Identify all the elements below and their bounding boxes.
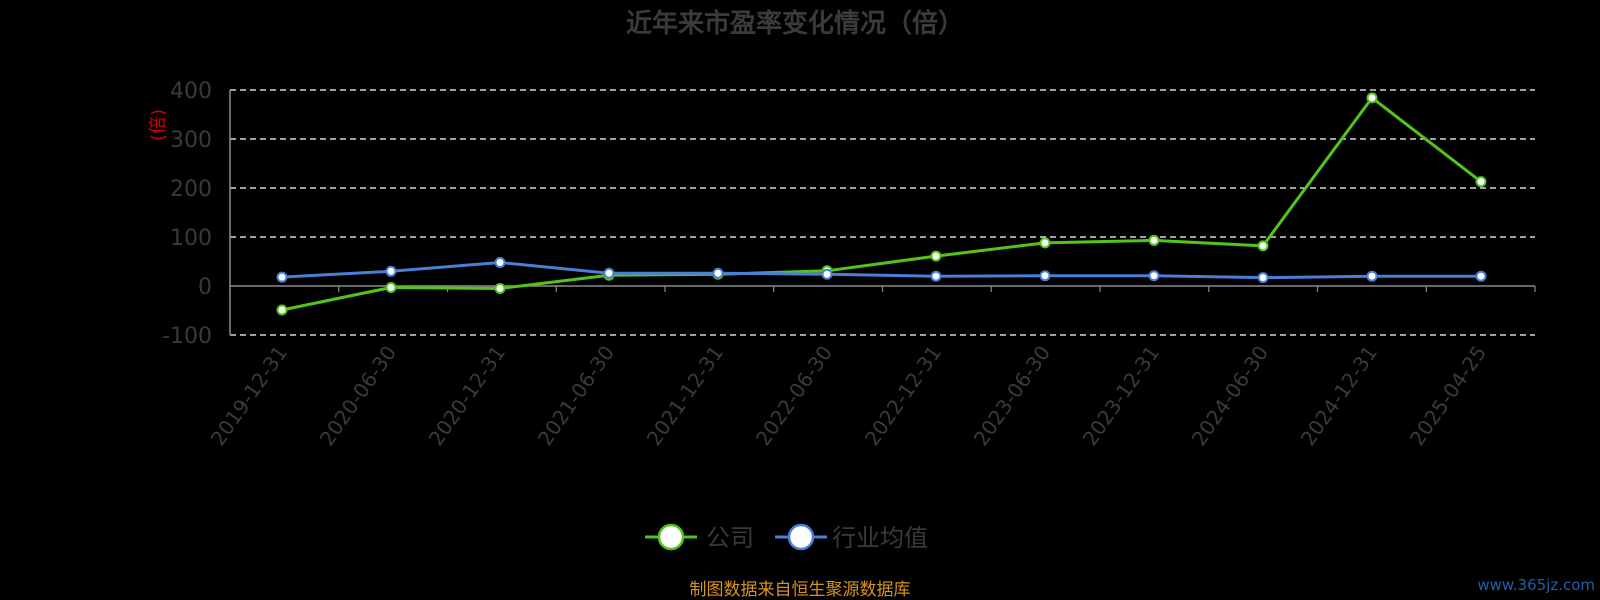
series-layer [276, 92, 1487, 316]
series-2-point [1148, 270, 1160, 282]
series-2-point [1366, 270, 1378, 282]
series-line-1 [281, 96, 1482, 312]
series-2-point [1257, 272, 1269, 284]
x-tick-label: 2022-12-31 [860, 341, 946, 450]
legend: 公司 行业均值 [645, 523, 928, 552]
y-tick-label: -100 [162, 324, 212, 349]
y-tick-label: 300 [170, 128, 212, 153]
x-tick-label: 2021-12-31 [642, 341, 728, 450]
series-1-point [385, 281, 397, 293]
series-1-point [494, 282, 506, 294]
series-2-point [930, 270, 942, 282]
series-2-point [494, 256, 506, 268]
series-2-point [1475, 270, 1487, 282]
series-line-2 [281, 260, 1481, 280]
legend-marker-1 [657, 523, 685, 551]
legend-marker-2 [787, 523, 815, 551]
series-2-point [1039, 270, 1051, 282]
x-tick-label: 2024-06-30 [1187, 341, 1273, 450]
series-1-point [1366, 92, 1378, 104]
x-tick-label: 2019-12-31 [206, 341, 292, 450]
series-1-point [1257, 240, 1269, 252]
series-2-point [712, 267, 724, 279]
x-tick-label: 2023-12-31 [1078, 341, 1164, 450]
x-tick-label: 2023-06-30 [969, 341, 1055, 450]
series-1-point [930, 250, 942, 262]
x-tick-label: 2025-04-25 [1405, 341, 1491, 450]
x-tick-label: 2022-06-30 [751, 341, 837, 450]
y-tick-label: 400 [170, 79, 212, 104]
x-tick-label: 2020-12-31 [424, 341, 510, 450]
series-1-point [1039, 237, 1051, 249]
series-2-point [385, 265, 397, 277]
y-tick-label: 200 [170, 177, 212, 202]
series-1-point [276, 304, 288, 316]
y-tick-label: 100 [170, 226, 212, 251]
legend-label-1: 公司 [706, 524, 754, 552]
series-2-point [603, 267, 615, 279]
axis-layer: -100 0 100 200 300 400 2019-12-31 2020-06-30 202… [162, 79, 1536, 450]
x-tick-label: 2020-06-30 [315, 341, 401, 450]
legend-label-2: 行业均值 [832, 524, 928, 552]
grid-layer [230, 89, 1535, 336]
watermark: www.365jz.com [1477, 576, 1595, 594]
source-note: 制图数据来自恒生聚源数据库 [690, 580, 911, 600]
series-2-point [821, 268, 833, 280]
series-1-point [1475, 176, 1487, 188]
chart-title: 近年来市盈率变化情况（倍） [626, 8, 964, 39]
y-axis-unit-label: (倍) [148, 109, 169, 141]
series-2-point [276, 271, 288, 283]
x-tick-label: 2024-12-31 [1296, 341, 1382, 450]
y-tick-label: 0 [198, 275, 212, 300]
x-tick-label: 2021-06-30 [533, 341, 619, 450]
series-1-point [1148, 234, 1160, 246]
